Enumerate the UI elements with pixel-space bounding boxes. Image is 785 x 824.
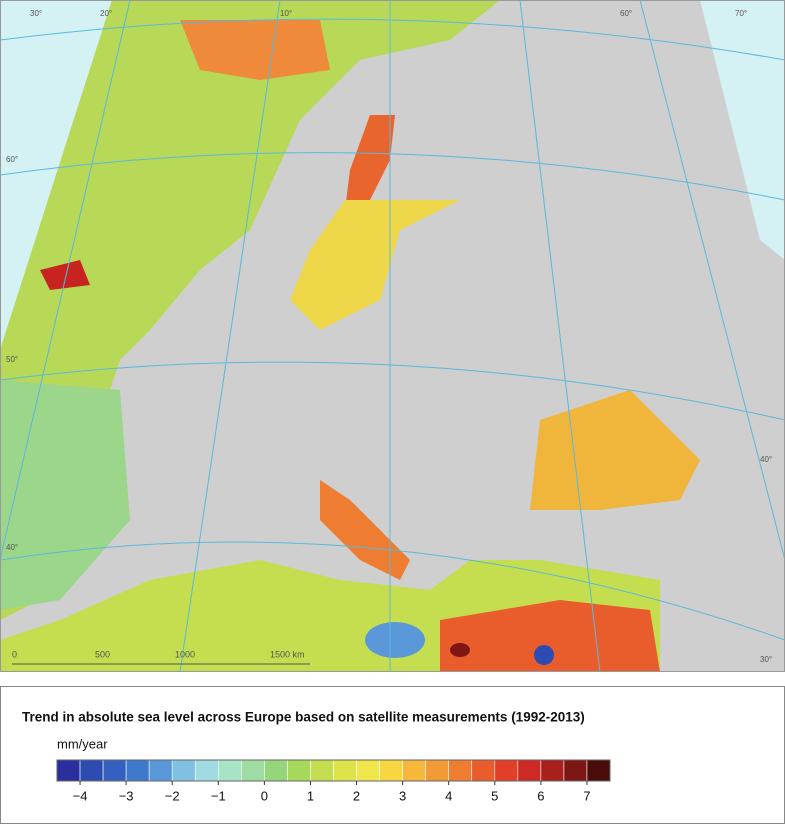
color-swatch <box>194 759 219 782</box>
graticule-label: 50° <box>6 355 18 364</box>
scale-labels: 0 500 1000 1500 km <box>12 649 305 659</box>
graticule-label: 40° <box>6 543 18 552</box>
graticule <box>0 0 785 673</box>
color-swatch <box>56 759 81 782</box>
legend-title: Trend in absolute sea level across Europ… <box>22 710 585 725</box>
graticule-label: 20° <box>100 9 112 18</box>
tick-label: −1 <box>211 788 226 803</box>
color-swatch <box>79 759 104 782</box>
tick-label: 0 <box>261 788 268 803</box>
scale-label: 500 <box>95 649 110 659</box>
tick-label: 6 <box>537 788 544 803</box>
color-bar-frame <box>56 759 611 782</box>
color-swatch <box>471 759 496 782</box>
color-swatch <box>148 759 173 782</box>
graticule-label: 30° <box>30 9 42 18</box>
ionian-low <box>365 622 425 658</box>
parallel <box>0 361 785 421</box>
graticule-labels: 30° 20° 10° 60° 70° 60° 50° 40° 40° 30° <box>6 9 772 664</box>
color-swatch <box>287 759 311 782</box>
adriatic <box>320 480 410 580</box>
scale-label: 1500 km <box>270 649 305 659</box>
color-swatch <box>217 759 242 782</box>
color-swatch <box>241 759 265 782</box>
color-swatch <box>102 759 127 782</box>
levant-low <box>534 645 554 665</box>
parallel <box>0 152 785 201</box>
black-sea <box>530 390 700 510</box>
color-swatch <box>333 759 357 782</box>
color-swatch <box>425 759 450 782</box>
color-swatch <box>264 759 288 782</box>
tick-label: 3 <box>399 788 406 803</box>
crete-high <box>450 643 470 657</box>
color-swatch <box>125 759 150 782</box>
color-swatch <box>402 759 426 782</box>
map: 0 500 1000 1500 km 30° 20° 10° 60° 70° 60° 50° 40°… <box>0 0 785 673</box>
tick-label: 5 <box>491 788 498 803</box>
tick-label: −2 <box>165 788 180 803</box>
color-swatch <box>517 759 542 782</box>
baltic <box>290 200 460 330</box>
meridian <box>179 0 281 673</box>
color-swatch <box>171 759 196 782</box>
scale-label: 0 <box>12 649 17 659</box>
legend-frame <box>0 686 785 824</box>
color-swatch <box>356 759 380 782</box>
color-bar: −4 −3 −2 −1 0 1 2 3 4 5 6 7 <box>56 759 611 803</box>
color-swatch <box>540 759 565 782</box>
color-swatch <box>494 759 519 782</box>
tick-label: 1 <box>307 788 314 803</box>
tick-label: −3 <box>119 788 134 803</box>
color-swatch <box>310 759 334 782</box>
meridian <box>639 0 785 561</box>
meridian <box>0 0 131 561</box>
parallel <box>0 18 785 61</box>
gulf-of-bothnia <box>345 115 395 210</box>
graticule-label: 10° <box>280 9 292 18</box>
color-swatch <box>586 759 611 782</box>
scale-label: 1000 <box>175 649 195 659</box>
graticule-label: 40° <box>760 455 772 464</box>
atlantic-hotspot <box>40 260 90 290</box>
color-swatch <box>448 759 473 782</box>
color-swatch <box>379 759 403 782</box>
tick-label: 4 <box>445 788 452 803</box>
no-data-sea <box>700 0 785 260</box>
eastern-mediterranean <box>440 600 660 672</box>
color-swatch <box>563 759 588 782</box>
meridian <box>519 0 601 673</box>
graticule-label: 70° <box>735 9 747 18</box>
atlantic <box>0 0 500 620</box>
tick-label: −4 <box>73 788 88 803</box>
tick-label: 7 <box>583 788 590 803</box>
parallel <box>0 541 785 641</box>
legend-unit: mm/year <box>57 736 108 751</box>
norwegian-sea-high <box>180 20 330 80</box>
graticule-label: 60° <box>6 155 18 164</box>
tick-label: 2 <box>353 788 360 803</box>
graticule-label: 60° <box>620 9 632 18</box>
biscay <box>0 380 130 610</box>
graticule-label: 30° <box>760 655 772 664</box>
